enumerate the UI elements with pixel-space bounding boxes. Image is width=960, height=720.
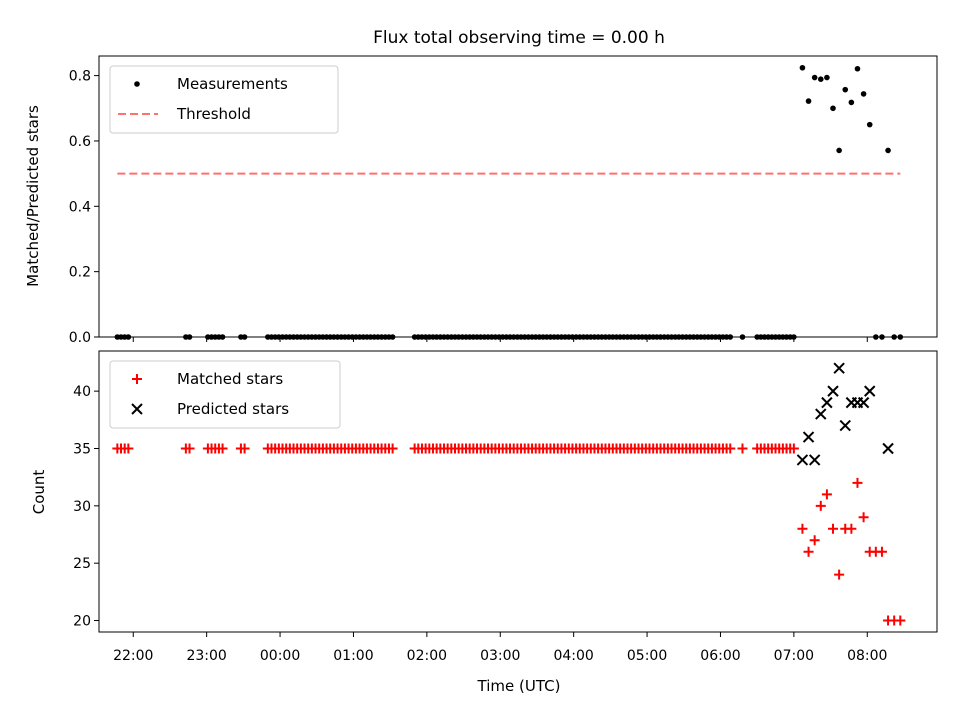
data-point [839,419,851,432]
bottom-y-axis-label: Count [30,470,48,515]
data-point [866,121,873,128]
data-point [876,546,887,557]
legend-label: Threshold [176,105,251,123]
data-point [824,74,830,81]
y-tick-label: 35 [73,441,91,457]
x-tick-label: 02:00 [407,648,447,664]
plot-frame [98,350,938,633]
y-tick-label: 0.4 [69,199,91,215]
legend-swatch [132,374,142,384]
data-point [125,334,132,340]
legend-swatch [131,403,143,415]
x-tick-label: 23:00 [186,648,226,664]
data-point [805,98,812,104]
legend-label: Matched stars [177,370,283,388]
data-point [802,431,815,443]
data-point [186,334,193,340]
x-tick-label: 03:00 [480,648,520,664]
data-point [389,334,396,340]
y-tick-label: 0.2 [69,265,91,281]
data-point [737,443,748,454]
data-point [241,334,248,340]
data-point [219,334,226,340]
data-point [821,396,833,409]
data-point [815,408,827,420]
data-point [846,523,857,534]
data-point [821,489,832,500]
data-point [885,147,891,154]
data-point [828,523,839,534]
y-tick-label: 25 [73,556,91,572]
y-tick-label: 40 [73,384,91,400]
data-point [217,443,228,454]
top-panel: 0.0 0.2 0.4 0.6 0.8 Measurements Threshold [69,55,938,346]
x-tick-label: 22:00 [113,648,153,664]
bottom-panel: 20 25 30 35 40 22:00 23:00 00:00 01:00 02:00 03:00… [73,350,938,664]
data-point [895,615,906,626]
data-point [842,86,849,93]
data-point [796,454,809,466]
data-point [725,443,736,454]
data-point [873,334,879,340]
data-point [797,523,808,534]
data-point [891,334,897,340]
data-point [830,105,836,112]
chart-title: Flux total observing time = 0.00 h [373,28,665,48]
legend-box [109,360,341,429]
y-tick-label: 30 [73,499,91,515]
data-point [799,64,806,71]
data-point [817,76,824,82]
x-tick-label: 04:00 [553,648,593,664]
data-point [811,74,818,81]
y-tick-label: 0.0 [69,330,91,346]
data-point [827,385,839,397]
data-point [833,362,845,374]
top-y-axis-label: Matched/Predicted stars [24,105,42,287]
data-point [897,334,904,340]
legend-label: Predicted stars [177,400,289,418]
data-point [848,99,855,106]
y-tick-label: 0.6 [69,134,91,150]
data-point [788,443,799,454]
series-predicted-stars [796,362,894,466]
x-axis-label: Time (UTC) [477,677,561,695]
data-point [864,385,876,397]
x-tick-label: 05:00 [627,648,667,664]
legend-box [109,65,339,134]
data-point [387,443,398,454]
data-point [857,396,870,409]
data-point [834,569,845,580]
x-tick-label: 06:00 [700,648,740,664]
x-tick-label: 08:00 [847,648,887,664]
data-point [809,535,820,546]
x-tick-label: 07:00 [774,648,814,664]
x-tick-label: 00:00 [260,648,300,664]
data-point [815,500,826,511]
data-point [860,91,867,97]
y-tick-label: 20 [73,614,91,630]
series-matched-stars [112,443,906,626]
data-point [858,512,869,523]
x-tick-label: 01:00 [333,648,373,664]
data-point [882,442,894,455]
data-point [854,65,861,72]
y-tick-label: 0.8 [69,69,91,85]
data-point [836,147,842,154]
data-point [791,334,797,340]
data-point [879,334,885,340]
data-point [123,443,134,454]
legend-label: Measurements [177,75,288,93]
data-point [739,334,746,340]
data-point [239,443,250,454]
data-point [184,443,195,454]
legend-swatch [134,81,140,87]
data-point [803,546,814,557]
data-point [852,477,863,488]
series-measurements [114,64,904,340]
data-point [727,334,734,340]
data-point [808,454,821,466]
